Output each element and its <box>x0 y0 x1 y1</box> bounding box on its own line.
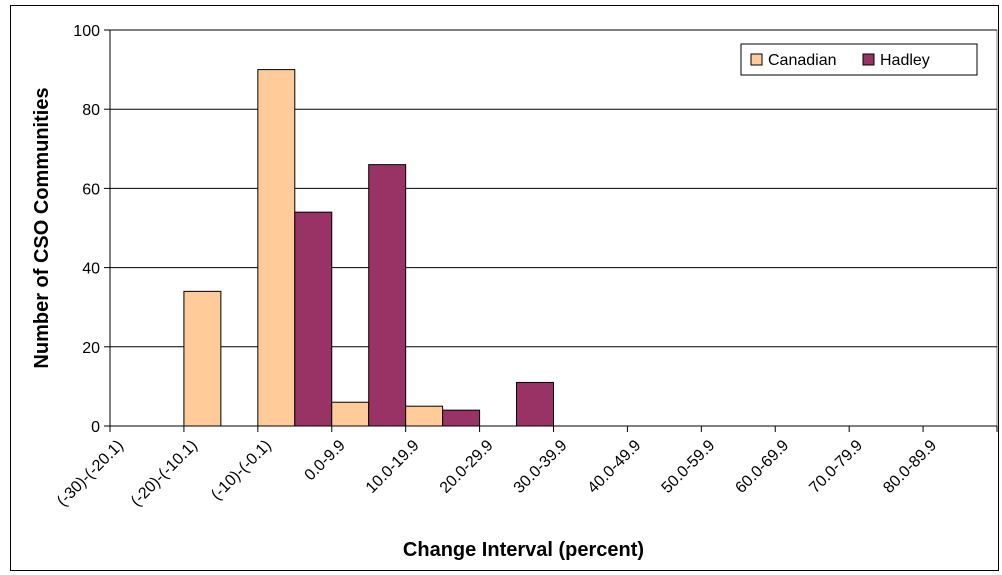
legend: Canadian Hadley <box>740 43 978 76</box>
y-axis-title: Number of CSO Communities <box>31 87 53 368</box>
x-tick-label: 20.0-29.9 <box>437 437 497 497</box>
x-tick-label: (-20)-(-10.1) <box>128 437 201 510</box>
bar-hadley-4 <box>442 409 481 427</box>
bar-hadley-2 <box>294 211 333 427</box>
bar-hadley-5 <box>516 381 555 427</box>
x-tick-label: 30.0-39.9 <box>511 437 571 497</box>
bars <box>183 69 555 427</box>
legend-swatch-hadley <box>862 53 875 66</box>
legend-swatch-canadian <box>750 53 763 66</box>
bar-hadley-3 <box>368 164 407 427</box>
x-tick-labels: (-30)-(-20.1) (-20)-(-10.1) (-10)-(-0.1) 0.… <box>54 437 940 510</box>
x-tick-label: (-30)-(-20.1) <box>54 437 127 510</box>
legend-label-hadley: Hadley <box>880 52 930 69</box>
plot-area <box>109 29 998 427</box>
axes <box>104 29 998 432</box>
y-tick-label: 60 <box>82 181 100 198</box>
x-tick-label: 60.0-69.9 <box>732 437 792 497</box>
x-tick-label: 40.0-49.9 <box>585 437 645 497</box>
gridlines <box>109 29 998 427</box>
x-tick-label: (-10)-(-0.1) <box>208 437 275 504</box>
chart-frame <box>10 5 999 571</box>
legend-label-canadian: Canadian <box>768 52 837 69</box>
bar-canadian-3 <box>331 401 370 427</box>
y-tick-label: 40 <box>82 261 100 278</box>
y-tick-label: 0 <box>91 419 100 436</box>
x-axis-title: Change Interval (percent) <box>403 539 644 561</box>
bar-canadian-2 <box>257 69 296 427</box>
x-tick-label: 70.0-79.9 <box>806 437 866 497</box>
x-tick-label: 10.0-19.9 <box>363 437 423 497</box>
x-tick-label: 0.0-9.9 <box>302 437 349 484</box>
y-tick-label: 80 <box>82 102 100 119</box>
y-tick-label: 100 <box>73 23 100 40</box>
bar-canadian-1 <box>183 290 222 427</box>
legend-box <box>740 43 978 76</box>
x-tick-label: 50.0-59.9 <box>659 437 719 497</box>
y-tick-labels: 0 20 40 60 80 100 <box>73 23 100 436</box>
y-tick-label: 20 <box>82 340 100 357</box>
bar-canadian-4 <box>405 405 444 427</box>
x-tick-label: 80.0-89.9 <box>880 437 940 497</box>
